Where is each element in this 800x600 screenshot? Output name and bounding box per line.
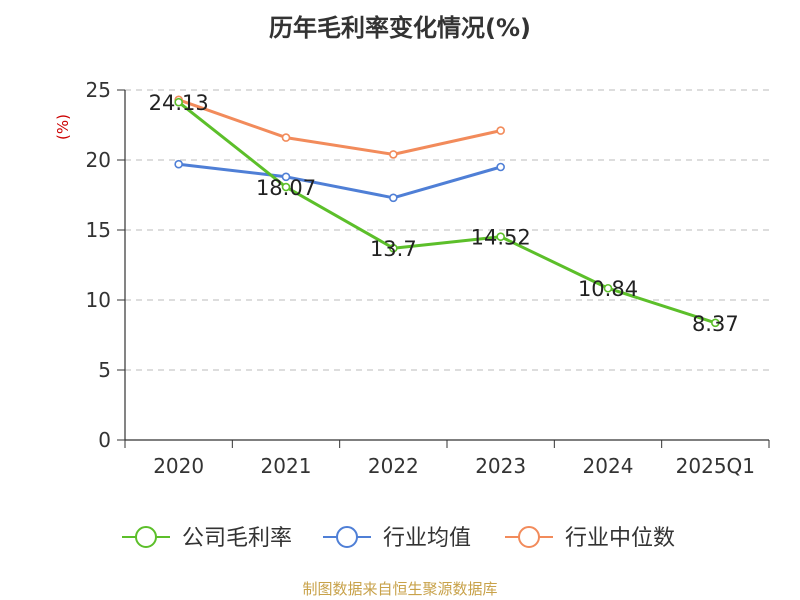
data-point [281,133,291,142]
data-label: 8.37 [692,312,739,336]
data-point [603,283,613,293]
legend-marker [336,526,358,548]
x-tick-label: 2022 [368,454,419,478]
x-tick-label: 2020 [153,454,204,478]
data-label: 24.13 [149,91,209,115]
chart-title: 历年毛利率变化情况(%) [269,14,531,42]
data-label: 18.07 [256,176,316,200]
data-label: 13.7 [370,237,417,261]
y-tick-label: 5 [98,358,111,382]
y-tick-label: 10 [86,288,111,312]
data-point [389,243,398,253]
y-tick-label: 20 [86,148,111,172]
x-tick-label: 2025Q1 [676,454,755,478]
data-point [496,126,505,135]
data-point [711,318,720,328]
data-point [174,159,183,169]
legend-marker [135,526,157,548]
data-point [174,97,183,107]
data-point [496,162,505,172]
series-line [178,98,501,156]
data-point [389,150,398,159]
data-label: 14.52 [471,226,531,250]
legend-marker [518,526,540,548]
y-axis-label: (%) [54,114,72,140]
y-tick-label: 25 [86,78,111,102]
data-label: 10.84 [578,277,638,301]
y-tick-label: 0 [98,428,111,452]
series-line [177,101,716,325]
x-tick-label: 2023 [475,454,526,478]
data-point [389,193,398,203]
data-point [496,232,505,242]
data-point [281,182,291,192]
y-tick-label: 15 [86,218,111,242]
x-tick-label: 2021 [261,454,312,478]
data-source-footer: 制图数据来自恒生聚源数据库 [302,580,498,598]
legend-label: 公司毛利率 [182,526,292,551]
x-tick-label: 2024 [583,454,634,478]
series-line [178,162,502,200]
legend-label: 行业中位数 [565,526,675,551]
legend-label: 行业均值 [383,526,471,551]
data-point [281,172,291,182]
